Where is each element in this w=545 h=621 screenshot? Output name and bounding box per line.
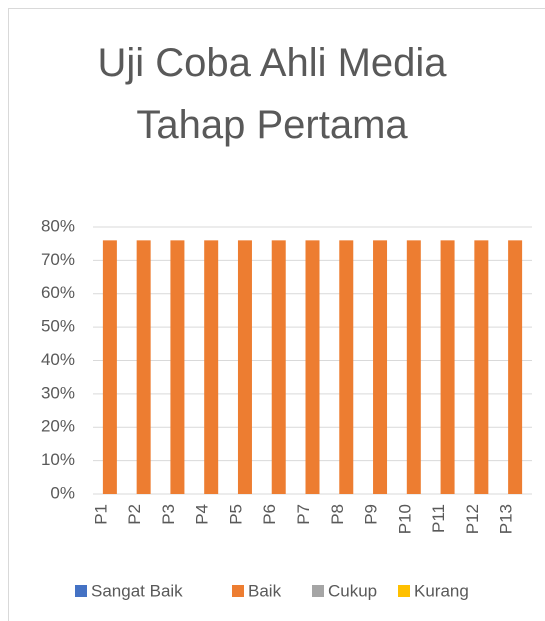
bar [339, 240, 354, 494]
legend-swatch [75, 585, 87, 597]
chart-title: Uji Coba Ahli Media Tahap Pertama [97, 41, 447, 147]
bar [373, 240, 388, 494]
x-tick-label: P2 [125, 504, 144, 525]
x-tick-label: P1 [91, 504, 110, 525]
bar [406, 240, 421, 494]
legend-label: Cukup [328, 581, 377, 600]
bar [271, 240, 286, 494]
x-tick-label: P4 [193, 504, 212, 525]
bar [102, 240, 117, 494]
y-tick-label: 20% [41, 417, 75, 436]
legend-label: Baik [248, 581, 282, 600]
y-tick-label: 0% [50, 483, 75, 502]
y-tick-label: 30% [41, 383, 75, 402]
x-tick-label: P6 [260, 504, 279, 525]
legend-label: Kurang [414, 581, 469, 600]
bar [474, 240, 489, 494]
legend-label: Sangat Baik [91, 581, 183, 600]
y-tick-label: 80% [41, 216, 75, 235]
y-tick-label: 70% [41, 250, 75, 269]
bar [204, 240, 219, 494]
bar [508, 240, 523, 494]
legend-swatch [312, 585, 324, 597]
y-tick-label: 60% [41, 283, 75, 302]
bar [440, 240, 455, 494]
x-tick-label: P8 [328, 504, 347, 525]
bar [305, 240, 320, 494]
y-tick-label: 10% [41, 450, 75, 469]
chart-border [8, 8, 545, 621]
x-tick-label: P3 [159, 504, 178, 525]
y-tick-label: 50% [41, 317, 75, 336]
y-tick-label: 40% [41, 350, 75, 369]
legend-swatch [398, 585, 410, 597]
bar [136, 240, 151, 494]
x-tick-label: P10 [395, 504, 414, 534]
x-tick-label: P11 [429, 504, 448, 533]
bar [237, 240, 252, 494]
bar [170, 240, 185, 494]
x-tick-label: P5 [226, 504, 245, 525]
x-tick-label: P9 [362, 504, 381, 525]
x-tick-label: P12 [463, 504, 482, 534]
legend-swatch [232, 585, 244, 597]
x-tick-label: P13 [497, 504, 516, 534]
x-tick-label: P7 [294, 504, 313, 525]
